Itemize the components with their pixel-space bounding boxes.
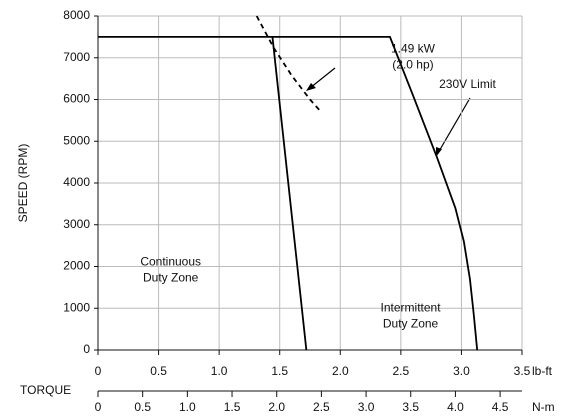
x-tick-label: 2.5	[393, 364, 410, 378]
x-tick-label: 0	[95, 364, 102, 378]
y-tick-label: 0	[83, 342, 90, 356]
arrow	[309, 67, 336, 89]
annotation: 230V Limit	[439, 77, 496, 91]
x2-tick-label: 2.0	[268, 400, 285, 414]
x2-tick-label: 0.5	[134, 400, 151, 414]
curve	[271, 36, 308, 351]
x2-tick-label: 1.0	[179, 400, 196, 414]
y-tick-label: 2000	[63, 259, 90, 273]
annotation: 1.49 kW	[391, 42, 436, 56]
arrowhead	[436, 147, 442, 157]
x2-tick-label: 2.5	[313, 400, 330, 414]
y-tick-label: 8000	[63, 8, 90, 22]
x2-tick-label: 3.0	[358, 400, 375, 414]
x2-axis-label: N-m	[532, 400, 555, 414]
x-axis-label: lb-ft	[532, 364, 553, 378]
x-tick-label: 0.5	[150, 364, 167, 378]
x-tick-label: 3.5	[514, 364, 531, 378]
annotation: Continuous	[140, 254, 201, 268]
x2-tick-label: 4.0	[447, 400, 464, 414]
y-tick-label: 7000	[63, 50, 90, 64]
y-tick-label: 4000	[63, 175, 90, 189]
arrow	[437, 97, 471, 154]
x2-tick-label: 4.5	[492, 400, 509, 414]
x2-axis-title: TORQUE	[20, 383, 71, 397]
arrowhead	[306, 83, 316, 91]
y-axis-label: SPEED (RPM)	[16, 144, 30, 223]
annotation: Duty Zone	[383, 316, 439, 330]
y-tick-label: 6000	[63, 92, 90, 106]
x2-tick-label: 3.5	[402, 400, 419, 414]
curve	[255, 15, 321, 111]
x-tick-label: 1.0	[211, 364, 228, 378]
x-tick-label: 1.5	[271, 364, 288, 378]
y-tick-label: 3000	[63, 217, 90, 231]
x2-tick-label: 1.5	[224, 400, 241, 414]
curve	[98, 35, 479, 351]
x-tick-label: 2.0	[332, 364, 349, 378]
annotation: Intermittent	[381, 300, 442, 314]
y-tick-label: 1000	[63, 300, 90, 314]
x-tick-label: 3.0	[453, 364, 470, 378]
x2-tick-label: 0	[95, 400, 102, 414]
y-tick-label: 5000	[63, 133, 90, 147]
annotation: (2.0 hp)	[392, 58, 433, 72]
annotation: Duty Zone	[143, 270, 199, 284]
